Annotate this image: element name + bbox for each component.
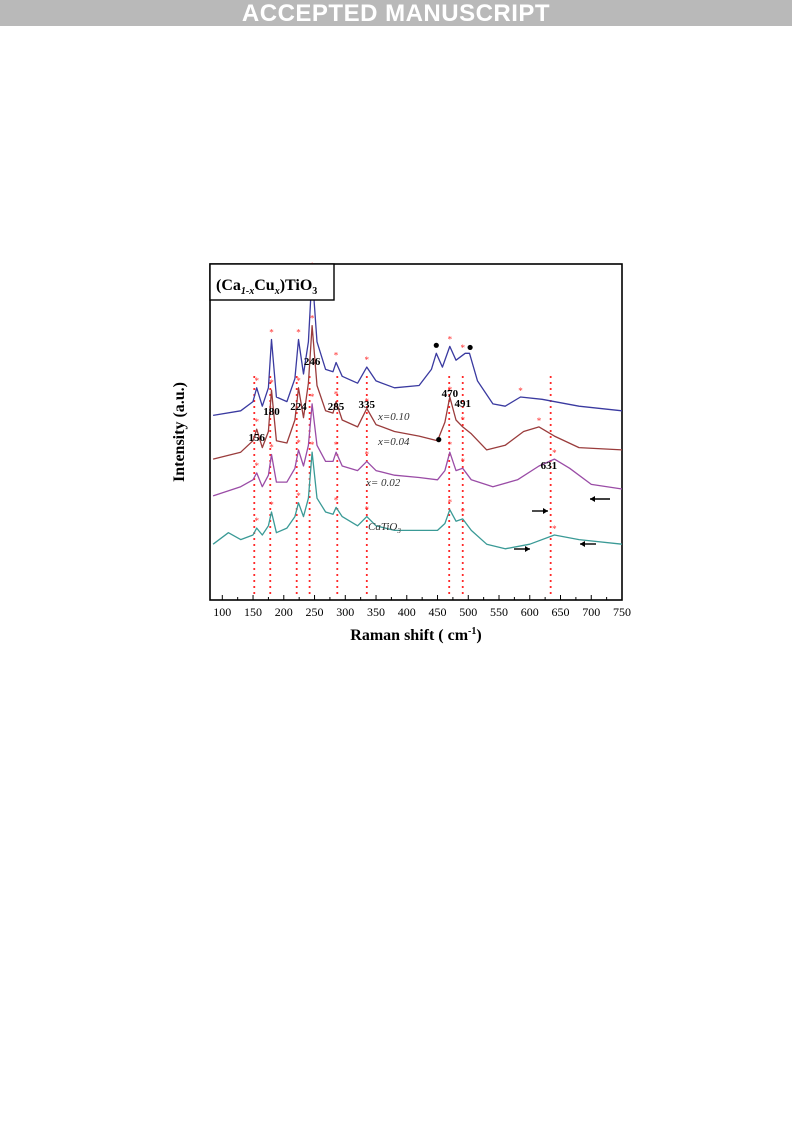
peak-star: *: [365, 355, 370, 365]
peak-star: *: [448, 334, 453, 344]
raman-chart: ************************************ 156…: [171, 261, 631, 644]
peak-star: *: [552, 524, 557, 534]
impurity-dot: [433, 342, 439, 348]
peak-star: *: [365, 397, 370, 407]
x-axis-ticks: 100 150 200 250 300 350 400 450 500 550 600 650 700 7…: [213, 595, 631, 619]
series-name: x=0.10: [377, 411, 410, 423]
peak-star: *: [254, 417, 259, 427]
peak-star: *: [365, 449, 370, 459]
series-name: x=0.04: [377, 436, 410, 448]
peak-star: *: [310, 440, 315, 450]
banner-text: ACCEPTED MANUSCRIPT: [241, 0, 551, 27]
peak-label: 285: [328, 401, 345, 413]
x-tick-label: 100: [213, 605, 231, 619]
series-names: x=0.10 x=0.04 x= 0.02 CaTiO3: [365, 411, 410, 535]
manuscript-banner: ACCEPTED MANUSCRIPT: [0, 0, 792, 27]
series-name: CaTiO3: [368, 521, 401, 535]
peak-star: *: [448, 440, 453, 450]
peak-star: *: [537, 416, 542, 426]
x-tick-label: 350: [367, 605, 385, 619]
peak-stars: ************************************: [254, 261, 557, 534]
peak-star: *: [310, 392, 315, 402]
plot-frame: [209, 263, 623, 601]
peak-label: 180: [263, 406, 280, 418]
x-tick-label: 150: [244, 605, 262, 619]
shift-arrow-head: [525, 546, 530, 552]
x-tick-label: 400: [398, 605, 416, 619]
peak-star: *: [296, 328, 301, 338]
peak-star: *: [334, 495, 339, 505]
peak-star: *: [334, 440, 339, 450]
x-tick-label: 600: [521, 605, 539, 619]
x-tick-label: 750: [613, 605, 631, 619]
peak-star: *: [460, 415, 465, 425]
x-tick-label: 500: [459, 605, 477, 619]
peak-label: 631: [541, 460, 558, 472]
peak-star: *: [518, 386, 523, 396]
peak-star: *: [365, 505, 370, 515]
raman-figure: ************************************ 156…: [160, 258, 640, 653]
peak-star: *: [460, 456, 465, 466]
series-line-3: [212, 451, 623, 550]
series-line-0: [212, 272, 623, 417]
peak-star: *: [552, 448, 557, 458]
x-tick-label: 550: [490, 605, 508, 619]
y-axis-label: Intensity (a.u.): [171, 382, 188, 482]
x-tick-label: 250: [306, 605, 324, 619]
series-line-1: [212, 325, 623, 460]
peak-star: *: [269, 328, 274, 338]
peak-star: *: [296, 491, 301, 501]
peak-star: *: [310, 314, 315, 324]
peak-star: *: [254, 461, 259, 471]
peak-star: *: [269, 378, 274, 388]
x-tick-label: 300: [336, 605, 354, 619]
series-lines: [212, 272, 623, 550]
peak-star: *: [448, 498, 453, 508]
peak-label: 491: [454, 398, 471, 410]
peak-star: *: [269, 443, 274, 453]
x-tick-label: 700: [582, 605, 600, 619]
peak-label: 224: [290, 401, 307, 413]
x-tick-label: 200: [275, 605, 293, 619]
shift-arrow-head: [543, 508, 548, 514]
peak-label: 246: [304, 356, 321, 368]
shift-arrow-head: [580, 541, 585, 547]
peak-star: *: [296, 438, 301, 448]
peak-star: *: [296, 376, 301, 386]
peak-star: *: [460, 507, 465, 517]
peak-star: *: [448, 385, 453, 395]
peak-star: *: [269, 500, 274, 510]
inset-label: (Ca1-xCux)TiO3: [216, 277, 317, 297]
series-name: x= 0.02: [365, 477, 401, 489]
impurity-dot: [436, 437, 442, 443]
x-tick-label: 650: [552, 605, 570, 619]
peak-star: *: [254, 516, 259, 526]
peak-star: *: [334, 351, 339, 361]
peak-label: 335: [359, 399, 376, 411]
inset-label-box: (Ca1-xCux)TiO3: [209, 263, 335, 301]
peak-star: *: [254, 376, 259, 386]
peak-star: *: [334, 390, 339, 400]
peak-label: 470: [442, 388, 459, 400]
shift-arrow-head: [590, 496, 595, 502]
series-line-2: [212, 403, 623, 497]
impurity-dot: [467, 344, 473, 351]
shift-arrows: [514, 496, 610, 552]
x-axis-label: Raman shift ( cm-1): [350, 626, 481, 644]
x-tick-label: 450: [429, 605, 447, 619]
peak-label: 156: [248, 432, 265, 444]
impurity-dots: [433, 342, 473, 443]
peak-star: *: [460, 343, 465, 353]
